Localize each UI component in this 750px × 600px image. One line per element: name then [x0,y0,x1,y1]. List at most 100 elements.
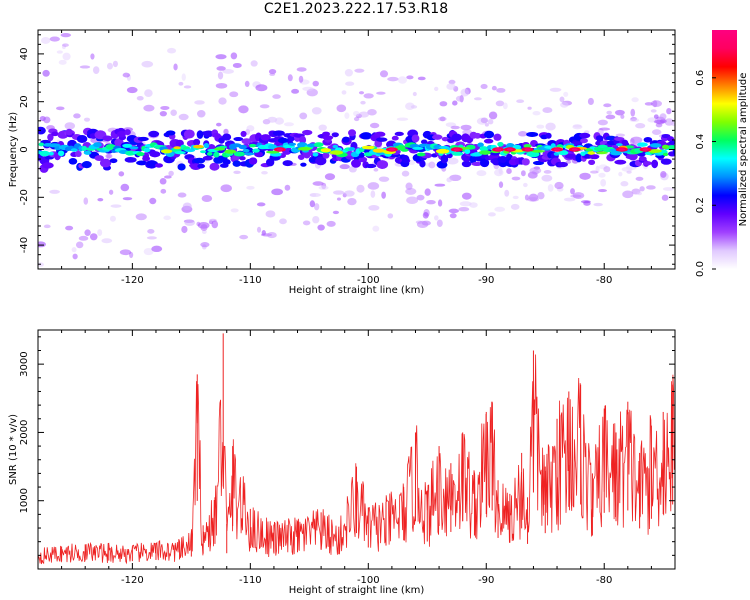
heatmap-speckle [635,123,646,129]
heatmap-speckle [378,176,390,182]
heatmap-speckle [168,170,174,177]
heatmap-speckle [598,189,607,193]
heatmap-speckle [563,91,569,97]
heatmap-speckle [358,111,369,118]
heatmap-band-cell [154,163,164,168]
heatmap-band-cell [348,129,357,137]
heatmap-speckle [339,164,350,170]
heatmap-speckle [620,114,625,119]
heatmap-speckle [545,122,556,131]
heatmap-speckle [298,75,304,83]
heatmap-speckle [215,54,227,60]
heatmap-speckle [448,79,456,85]
heatmap-band-cell [545,132,552,139]
heatmap-speckle [112,60,118,68]
heatmap-speckle [272,94,281,99]
heatmap-speckle [238,105,249,114]
heatmap-hotspot [618,148,625,151]
heatmap-speckle [265,210,276,218]
heatmap-speckle [287,74,293,82]
heatmap-speckle [659,113,667,120]
heatmap-speckle [446,177,453,183]
heatmap-band-cell [302,129,313,136]
heatmap-speckle [136,95,144,101]
heatmap-band-cell [358,156,368,163]
heatmap-hotspot [642,148,649,151]
heatmap-speckle [284,184,291,191]
heatmap-speckle [410,105,418,109]
heatmap-speckle [469,202,478,208]
heatmap-speckle [593,202,603,207]
heatmap-core-cell [143,147,151,153]
heatmap-speckle [178,81,184,86]
heatmap-speckle [332,190,345,195]
heatmap-core-cell [497,141,504,147]
heatmap-speckle [65,225,74,231]
heatmap-speckle [620,181,629,187]
heatmap-core-cell [412,146,424,150]
heatmap-band-cell [232,160,242,167]
heatmap-core-cell [637,142,648,147]
heatmap-speckle [122,197,133,201]
heatmap-band-cell [184,129,195,139]
heatmap-speckle [347,197,357,206]
y-tick-label: 3000 [19,351,30,376]
heatmap-band-cell [667,151,675,157]
heatmap-core-cell [122,143,133,148]
x-axis-label: Height of straight line (km) [289,585,425,596]
heatmap-speckle [108,189,114,195]
heatmap-band-cell [260,134,271,141]
heatmap-band-cell [351,159,361,168]
heatmap-speckle [309,193,317,197]
heatmap-speckle [570,188,575,195]
heatmap-speckle [661,194,669,201]
heatmap-speckle [461,192,472,200]
heatmap-speckle [527,106,532,110]
heatmap-speckle [309,200,316,208]
heatmap-band-cell [102,135,113,142]
heatmap-core-cell [238,144,247,150]
heatmap-band-cell [588,159,596,166]
heatmap-core-cell [312,152,319,157]
heatmap-band-cell [627,152,638,161]
heatmap-speckle [246,125,255,132]
x-tick-label: -90 [478,575,494,586]
heatmap-speckle [344,68,353,77]
heatmap-speckle [653,114,659,119]
heatmap-speckle [173,63,178,71]
heatmap-core-cell [233,151,246,157]
heatmap-speckle [439,101,448,107]
heatmap-speckle [549,87,562,92]
heatmap-speckle [110,204,122,208]
heatmap-speckle [589,170,599,174]
heatmap-core-cell [451,151,464,156]
heatmap-speckle [177,192,187,198]
heatmap-hotspot [453,148,460,151]
heatmap-hotspot [388,148,395,151]
heatmap-band-cell [595,135,604,141]
heatmap-band-cell [51,131,59,137]
heatmap-speckle [178,113,189,121]
heatmap-band-cell [521,158,530,166]
heatmap-band-cell [342,136,350,143]
heatmap-speckle [434,86,439,92]
heatmap-speckle [662,187,674,191]
heatmap-speckle [167,47,177,54]
heatmap-band-cell [589,154,600,160]
heatmap-core-cell [662,152,669,157]
heatmap-speckle [587,97,594,106]
heatmap-speckle [223,128,229,135]
heatmap-band-cell [142,155,151,162]
heatmap-speckle [487,119,494,125]
heatmap-band-cell [643,136,653,143]
heatmap-core-cell [244,152,255,156]
figure-title: C2E1.2023.222.17.53.R18 [263,1,449,17]
heatmap-core-cell [527,151,540,158]
heatmap-band-cell [660,158,672,165]
heatmap-band-cell [638,156,647,162]
heatmap-speckle [302,220,311,226]
heatmap-speckle [511,176,521,181]
heatmap-peak-cell [173,146,181,150]
heatmap-band-cell [165,130,176,136]
heatmap-speckle [367,182,380,190]
